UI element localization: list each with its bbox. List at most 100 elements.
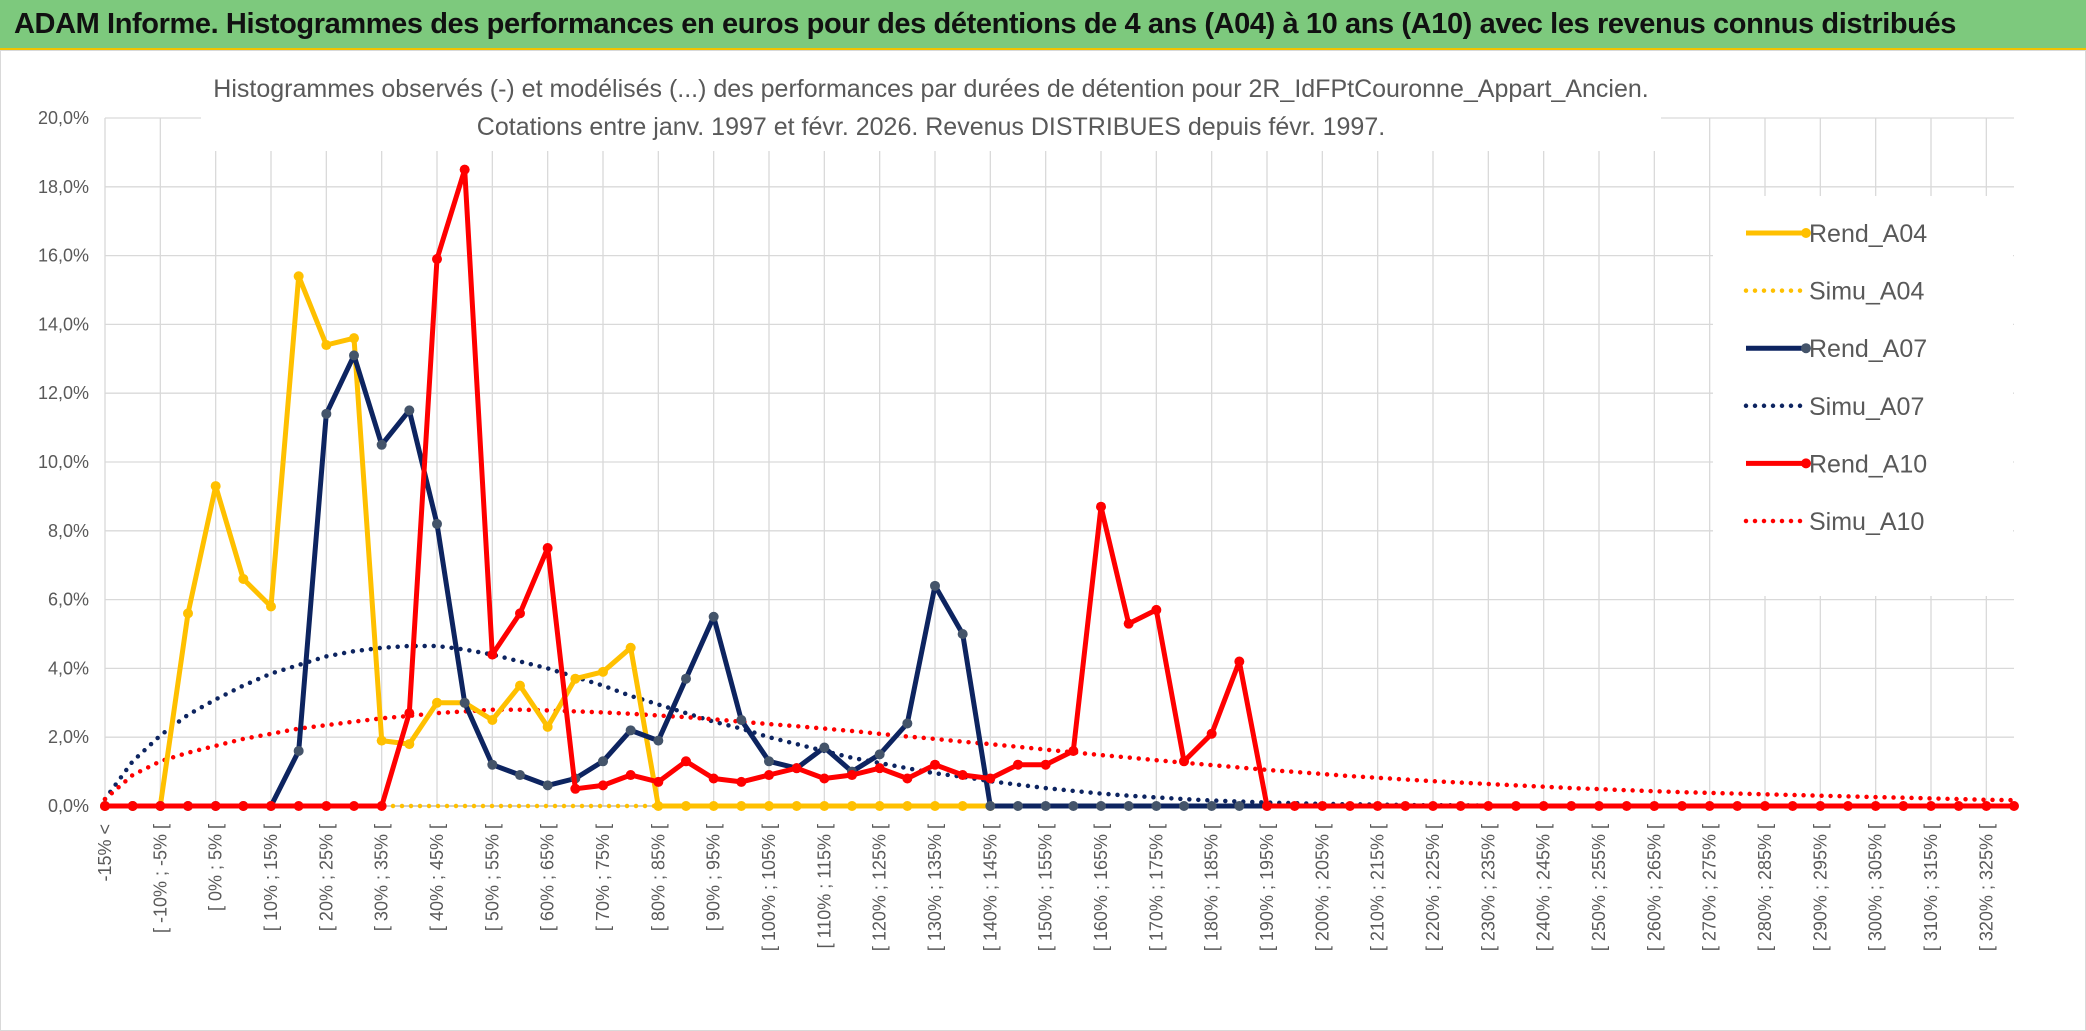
data-point bbox=[1870, 801, 1881, 811]
x-axis-ticks: -15% < [ -10% ; -5% [[ 0% ; 5% [[ 10% ; 1… bbox=[95, 824, 1996, 951]
series-line-simu-a10 bbox=[102, 707, 2017, 803]
data-point bbox=[1538, 801, 1549, 811]
chart-legend: Rend_A04 Simu_A04 Rend_A07 Simu_A07 Rend_A10… bbox=[1713, 196, 2013, 596]
data-point bbox=[1428, 801, 1438, 811]
data-point bbox=[681, 756, 691, 767]
x-tick-label: [ 270% ; 275% [ bbox=[1700, 824, 1720, 951]
series-line-rend-a10 bbox=[105, 167, 2014, 809]
series-simu-a07 bbox=[102, 643, 2017, 809]
x-tick-label: [ 30% ; 35% [ bbox=[372, 824, 392, 931]
data-point bbox=[653, 735, 664, 746]
data-point bbox=[681, 801, 691, 811]
data-point bbox=[847, 770, 857, 781]
data-point bbox=[542, 721, 553, 732]
legend-marker bbox=[1801, 228, 1811, 238]
y-tick-label: 4,0% bbox=[48, 658, 89, 678]
legend-label: Simu_A07 bbox=[1809, 393, 1924, 421]
x-tick-label: [ 100% ; 105% [ bbox=[759, 824, 779, 951]
y-tick-label: 12,0% bbox=[38, 383, 89, 403]
data-point bbox=[487, 649, 498, 660]
data-point bbox=[1096, 801, 1106, 811]
x-tick-label: [ 240% ; 245% [ bbox=[1534, 824, 1554, 951]
data-point bbox=[349, 801, 359, 811]
data-point bbox=[1787, 801, 1798, 811]
y-tick-label: 20,0% bbox=[38, 108, 89, 128]
data-point bbox=[1151, 801, 1162, 811]
data-point bbox=[708, 611, 719, 622]
data-point bbox=[570, 673, 581, 684]
data-point bbox=[736, 776, 747, 787]
data-point bbox=[293, 271, 304, 282]
data-point bbox=[183, 801, 193, 811]
line-chart: Histogrammes observés (-) et modélisés (… bbox=[38, 61, 2019, 951]
data-point bbox=[1732, 801, 1743, 811]
data-point bbox=[1289, 801, 1300, 811]
data-point bbox=[1345, 801, 1355, 811]
legend-item-simu-a07: Simu_A07 bbox=[1743, 393, 1924, 421]
data-point bbox=[515, 608, 525, 619]
data-point bbox=[764, 756, 774, 767]
data-point bbox=[349, 350, 359, 361]
data-point bbox=[321, 801, 332, 811]
data-point bbox=[1179, 756, 1189, 767]
data-point bbox=[459, 164, 470, 175]
data-point bbox=[598, 756, 608, 767]
data-point bbox=[1898, 801, 1909, 811]
chart-title-line-1: Histogrammes observés (-) et modélisés (… bbox=[213, 75, 1648, 103]
data-point bbox=[625, 770, 636, 781]
data-point bbox=[874, 763, 885, 774]
data-point bbox=[1234, 656, 1245, 667]
data-point bbox=[819, 801, 830, 811]
data-point bbox=[210, 481, 221, 492]
x-tick-label: [ 120% ; 125% [ bbox=[870, 824, 890, 951]
x-tick-label: [ 280% ; 285% [ bbox=[1755, 824, 1775, 951]
data-point bbox=[736, 801, 747, 811]
chart-area: Histogrammes observés (-) et modélisés (… bbox=[0, 50, 2086, 1031]
data-point bbox=[708, 801, 719, 811]
data-point bbox=[1649, 801, 1660, 811]
data-point bbox=[957, 770, 968, 781]
data-point bbox=[902, 718, 913, 729]
data-point bbox=[155, 801, 166, 811]
data-point bbox=[376, 439, 387, 450]
data-point bbox=[957, 629, 968, 639]
data-point bbox=[404, 405, 415, 416]
y-tick-label: 8,0% bbox=[48, 521, 89, 541]
data-point bbox=[736, 715, 747, 725]
data-point bbox=[293, 801, 304, 811]
data-point bbox=[349, 333, 359, 344]
x-tick-label: [ 170% ; 175% [ bbox=[1146, 824, 1166, 951]
legend-marker bbox=[1801, 343, 1811, 354]
data-point bbox=[2009, 801, 2019, 811]
data-point bbox=[819, 773, 830, 784]
data-point bbox=[598, 666, 608, 677]
data-point bbox=[210, 801, 221, 811]
legend-label: Rend_A04 bbox=[1809, 220, 1927, 248]
x-tick-label: [ 50% ; 55% [ bbox=[482, 824, 502, 931]
data-point bbox=[1594, 801, 1604, 811]
x-tick-label: [ 180% ; 185% [ bbox=[1202, 824, 1222, 951]
data-point bbox=[819, 742, 830, 753]
legend-label: Rend_A10 bbox=[1809, 450, 1927, 478]
data-point bbox=[1483, 801, 1494, 811]
x-tick-label: [ 160% ; 165% [ bbox=[1091, 824, 1111, 951]
x-tick-label: [ 90% ; 95% [ bbox=[704, 824, 724, 931]
data-point bbox=[515, 680, 525, 691]
data-point bbox=[625, 725, 636, 736]
x-tick-label: [ 190% ; 195% [ bbox=[1257, 824, 1277, 951]
data-point bbox=[653, 776, 664, 787]
series-group bbox=[100, 164, 2019, 811]
data-point bbox=[1206, 801, 1217, 811]
data-point bbox=[1068, 801, 1079, 811]
data-point bbox=[266, 601, 276, 612]
data-point bbox=[570, 783, 581, 794]
legend-item-rend-a04: Rend_A04 bbox=[1746, 220, 1927, 248]
data-point bbox=[874, 749, 885, 760]
x-tick-label: [ 70% ; 75% [ bbox=[593, 824, 613, 931]
x-tick-label: [ 310% ; 315% [ bbox=[1921, 824, 1941, 951]
data-point bbox=[487, 715, 498, 725]
data-point bbox=[1760, 801, 1770, 811]
data-point bbox=[930, 580, 940, 591]
data-point bbox=[238, 573, 249, 584]
data-point bbox=[432, 697, 442, 708]
